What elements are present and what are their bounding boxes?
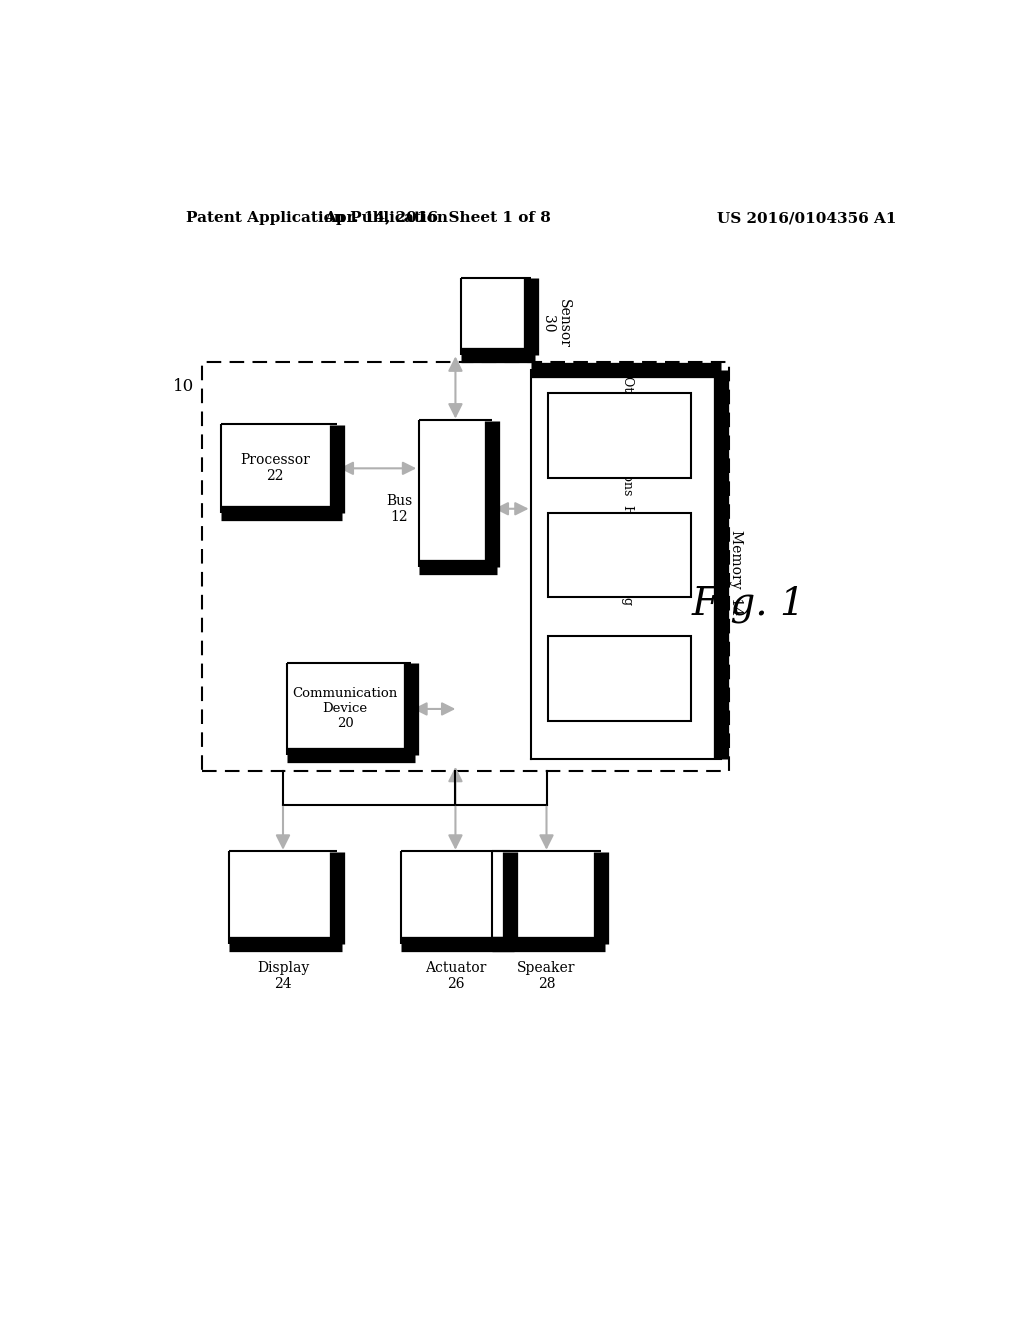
Text: Memory  14: Memory 14 <box>729 529 743 615</box>
Text: Fig. 1: Fig. 1 <box>691 586 805 624</box>
Bar <box>419 420 493 566</box>
Text: Patent Application Publication: Patent Application Publication <box>186 211 449 226</box>
Text: Operating
System 15: Operating System 15 <box>606 645 634 711</box>
Text: US 2016/0104356 A1: US 2016/0104356 A1 <box>717 211 896 226</box>
Text: Sensor
30: Sensor 30 <box>541 300 571 348</box>
Text: Other Applications
18: Other Applications 18 <box>606 376 634 495</box>
Bar <box>221 424 337 512</box>
Text: Communication
Device
20: Communication Device 20 <box>293 688 397 730</box>
Bar <box>548 636 691 721</box>
Bar <box>531 370 721 759</box>
Text: Display
24: Display 24 <box>257 961 309 991</box>
Text: Actuator
26: Actuator 26 <box>425 961 486 991</box>
Text: Speaker
28: Speaker 28 <box>517 961 575 991</box>
Bar <box>228 851 337 944</box>
Bar <box>493 851 601 944</box>
Bar <box>461 277 531 355</box>
Bar <box>287 663 411 755</box>
Text: 10: 10 <box>173 378 194 395</box>
Bar <box>202 363 729 771</box>
Bar <box>548 512 691 598</box>
Bar <box>401 851 510 944</box>
Text: Apr. 14, 2016  Sheet 1 of 8: Apr. 14, 2016 Sheet 1 of 8 <box>325 211 552 226</box>
Text: Bus
12: Bus 12 <box>386 494 413 524</box>
Bar <box>548 393 691 478</box>
Text: Processor
22: Processor 22 <box>241 453 310 483</box>
Text: Haptic Warping
16: Haptic Warping 16 <box>606 504 634 605</box>
